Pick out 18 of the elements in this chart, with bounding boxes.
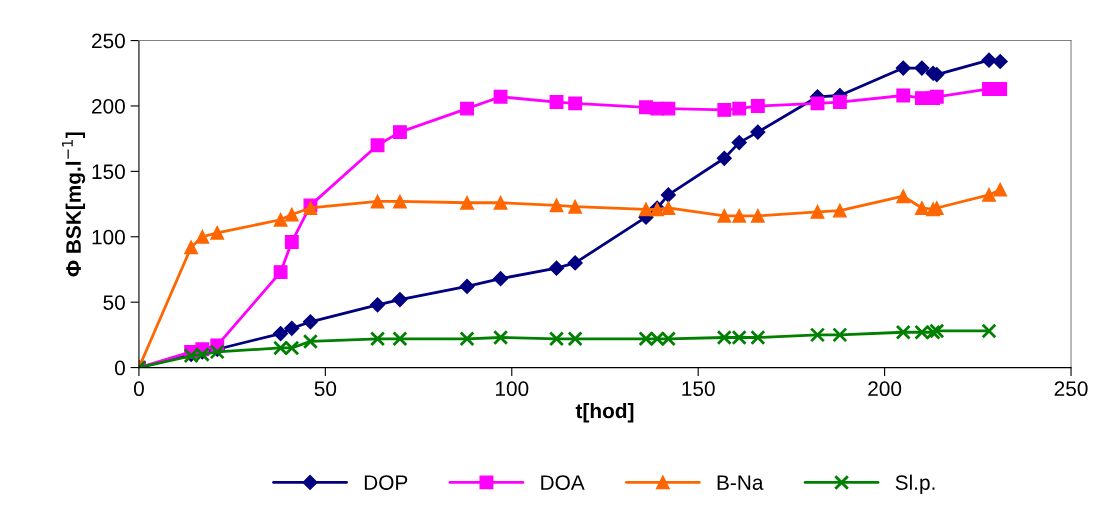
- y-tick-label: 0: [114, 360, 125, 376]
- y-tick-label: 150: [92, 164, 125, 180]
- legend-label: DOP: [364, 475, 408, 490]
- y-tick-label: 50: [103, 295, 125, 310]
- x-tick-label: 0: [133, 381, 144, 397]
- x-tick-label: 50: [314, 381, 337, 397]
- y-tick-label: 100: [92, 229, 125, 245]
- x-tick-label: 250: [1054, 381, 1088, 397]
- x-axis-title: t[hod]: [575, 402, 634, 423]
- y-tick-label: 250: [92, 33, 125, 49]
- y-axis-title: Φ BSK[mg.l$^{−1}$]: [62, 132, 86, 277]
- y-tick-label: 200: [92, 98, 125, 114]
- legend-label: DOA: [541, 475, 585, 490]
- legend-label: B-Na: [717, 475, 764, 490]
- x-tick-label: 100: [495, 381, 529, 397]
- x-tick-label: 150: [682, 381, 715, 397]
- legend-label: Sl.p.: [895, 474, 935, 495]
- x-tick-label: 200: [868, 381, 902, 397]
